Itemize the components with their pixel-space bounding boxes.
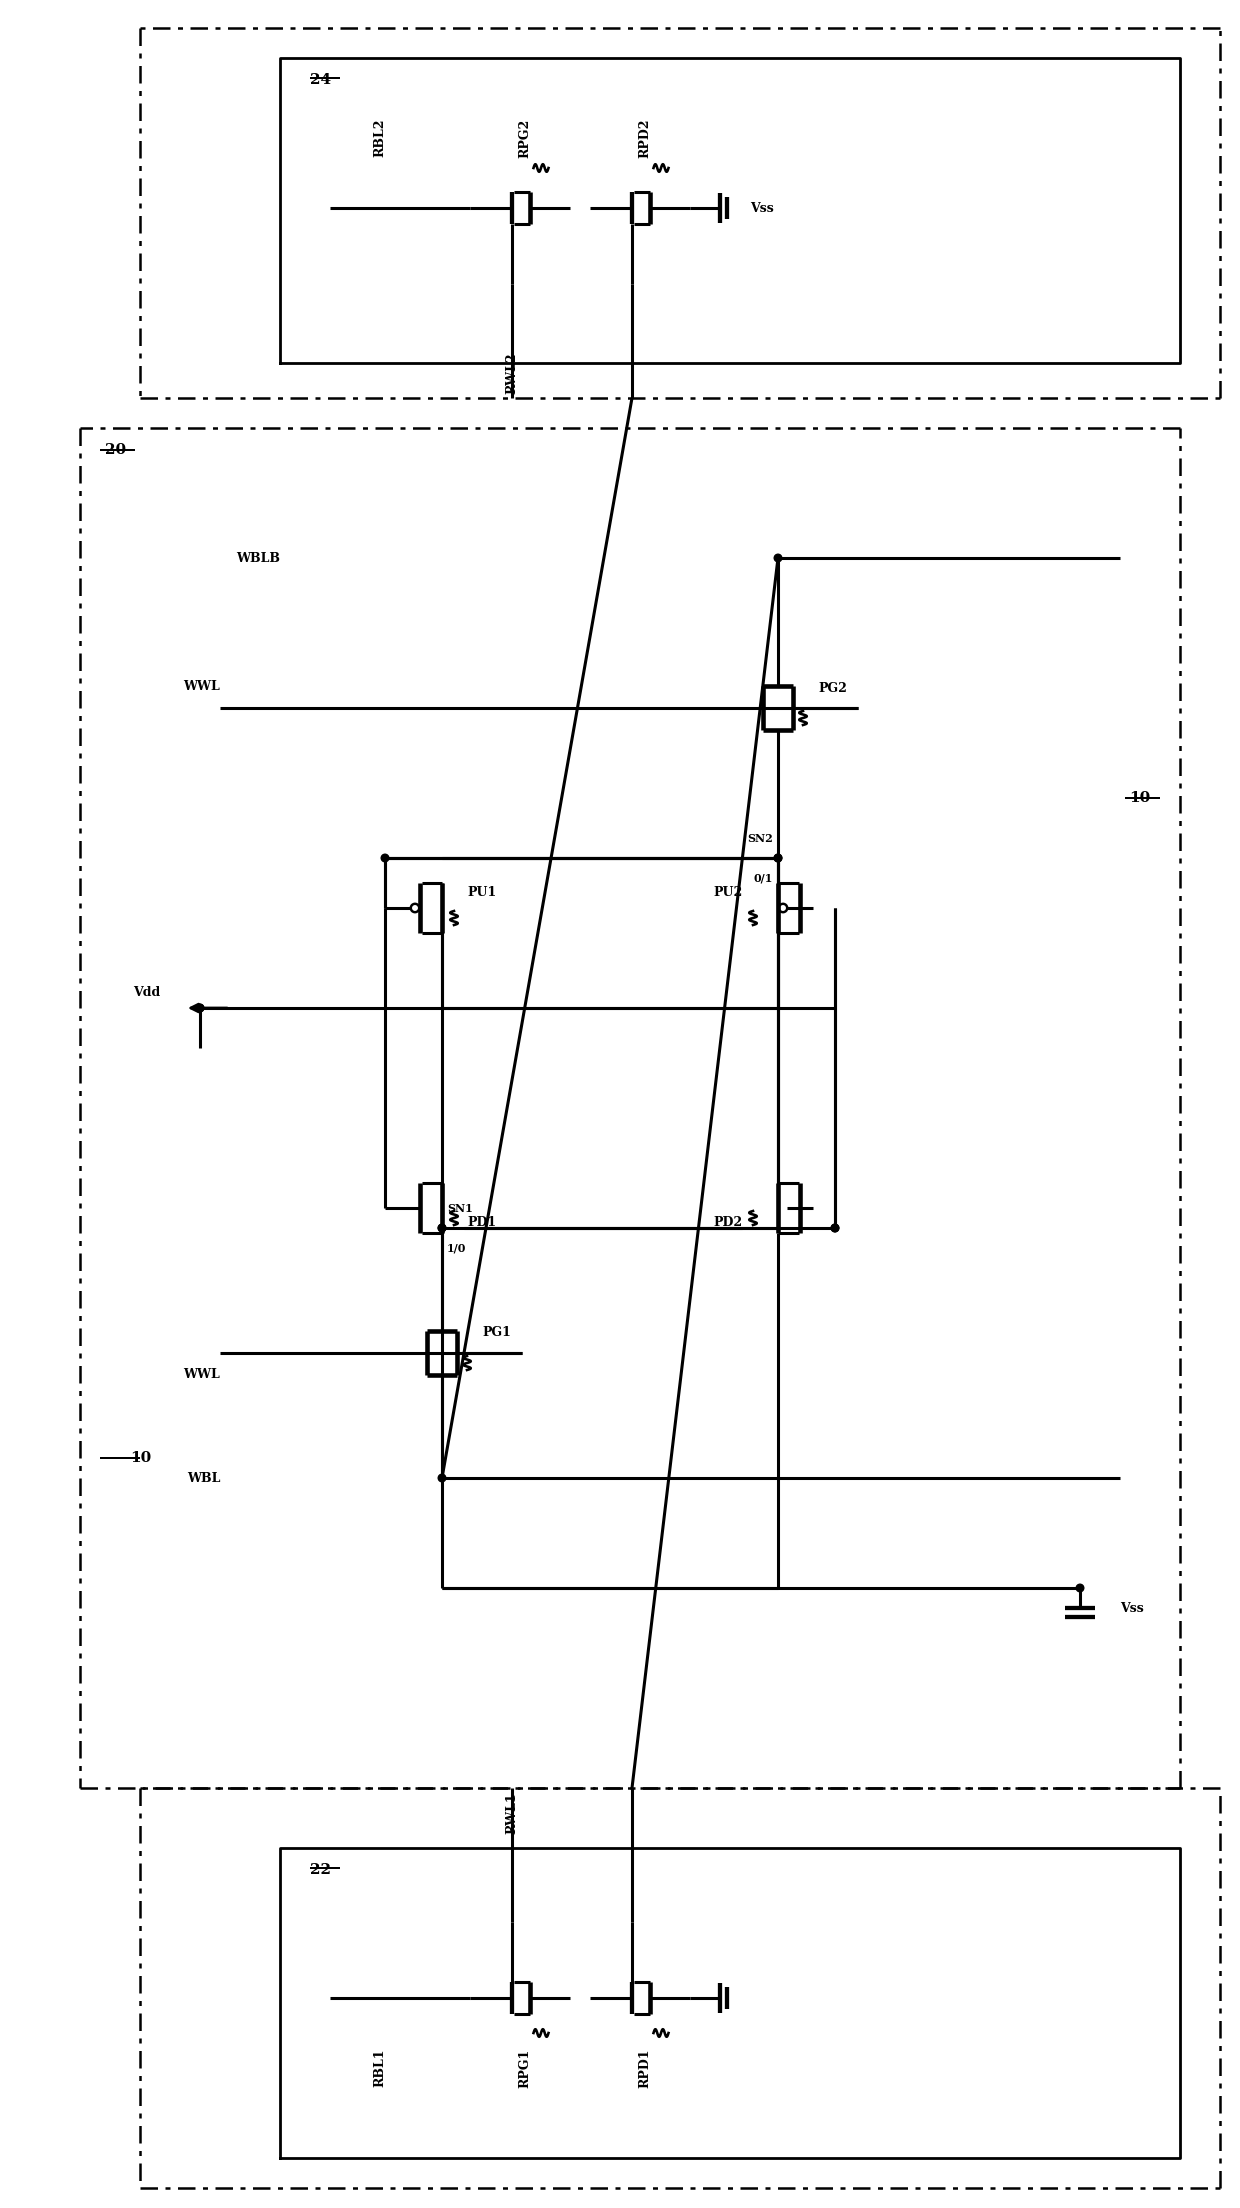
Text: PU2: PU2 bbox=[714, 885, 743, 899]
Text: PG1: PG1 bbox=[482, 1327, 511, 1340]
Text: PG2: PG2 bbox=[818, 682, 847, 696]
Circle shape bbox=[774, 854, 781, 861]
Text: 10: 10 bbox=[1128, 790, 1149, 806]
Text: RPG1: RPG1 bbox=[518, 2049, 532, 2087]
Text: Vss: Vss bbox=[750, 201, 774, 214]
Text: RBL2: RBL2 bbox=[373, 119, 387, 157]
Circle shape bbox=[196, 1005, 203, 1011]
Text: RWL2: RWL2 bbox=[506, 353, 518, 393]
Circle shape bbox=[1076, 1583, 1084, 1592]
Circle shape bbox=[774, 854, 781, 861]
Text: 1/0: 1/0 bbox=[446, 1243, 466, 1254]
Text: WBL: WBL bbox=[187, 1471, 219, 1484]
Text: PU1: PU1 bbox=[467, 885, 496, 899]
Text: WWL: WWL bbox=[184, 680, 219, 693]
Text: 20: 20 bbox=[105, 444, 126, 457]
Text: RBL1: RBL1 bbox=[373, 2049, 387, 2087]
Text: WWL: WWL bbox=[184, 1369, 219, 1380]
Circle shape bbox=[831, 1223, 838, 1232]
Text: RWL1: RWL1 bbox=[506, 1793, 518, 1835]
Text: PD1: PD1 bbox=[467, 1217, 496, 1230]
Text: 24: 24 bbox=[310, 73, 331, 86]
Text: 22: 22 bbox=[310, 1864, 331, 1877]
Circle shape bbox=[438, 1475, 446, 1482]
Circle shape bbox=[831, 1223, 838, 1232]
Circle shape bbox=[196, 1005, 203, 1011]
Text: Vdd: Vdd bbox=[133, 987, 160, 1000]
Text: PD2: PD2 bbox=[714, 1217, 743, 1230]
Text: RPD2: RPD2 bbox=[639, 119, 651, 157]
Text: 10: 10 bbox=[130, 1451, 151, 1464]
Text: RPG2: RPG2 bbox=[518, 119, 532, 157]
Circle shape bbox=[774, 554, 781, 561]
Text: WBLB: WBLB bbox=[236, 552, 280, 565]
Text: SN2: SN2 bbox=[748, 832, 773, 843]
Text: SN1: SN1 bbox=[446, 1203, 472, 1214]
Text: 0/1: 0/1 bbox=[754, 872, 773, 883]
Text: Vss: Vss bbox=[1120, 1601, 1143, 1614]
Circle shape bbox=[438, 1223, 446, 1232]
Text: RPD1: RPD1 bbox=[639, 2049, 651, 2089]
Circle shape bbox=[438, 1223, 446, 1232]
Circle shape bbox=[381, 854, 389, 861]
